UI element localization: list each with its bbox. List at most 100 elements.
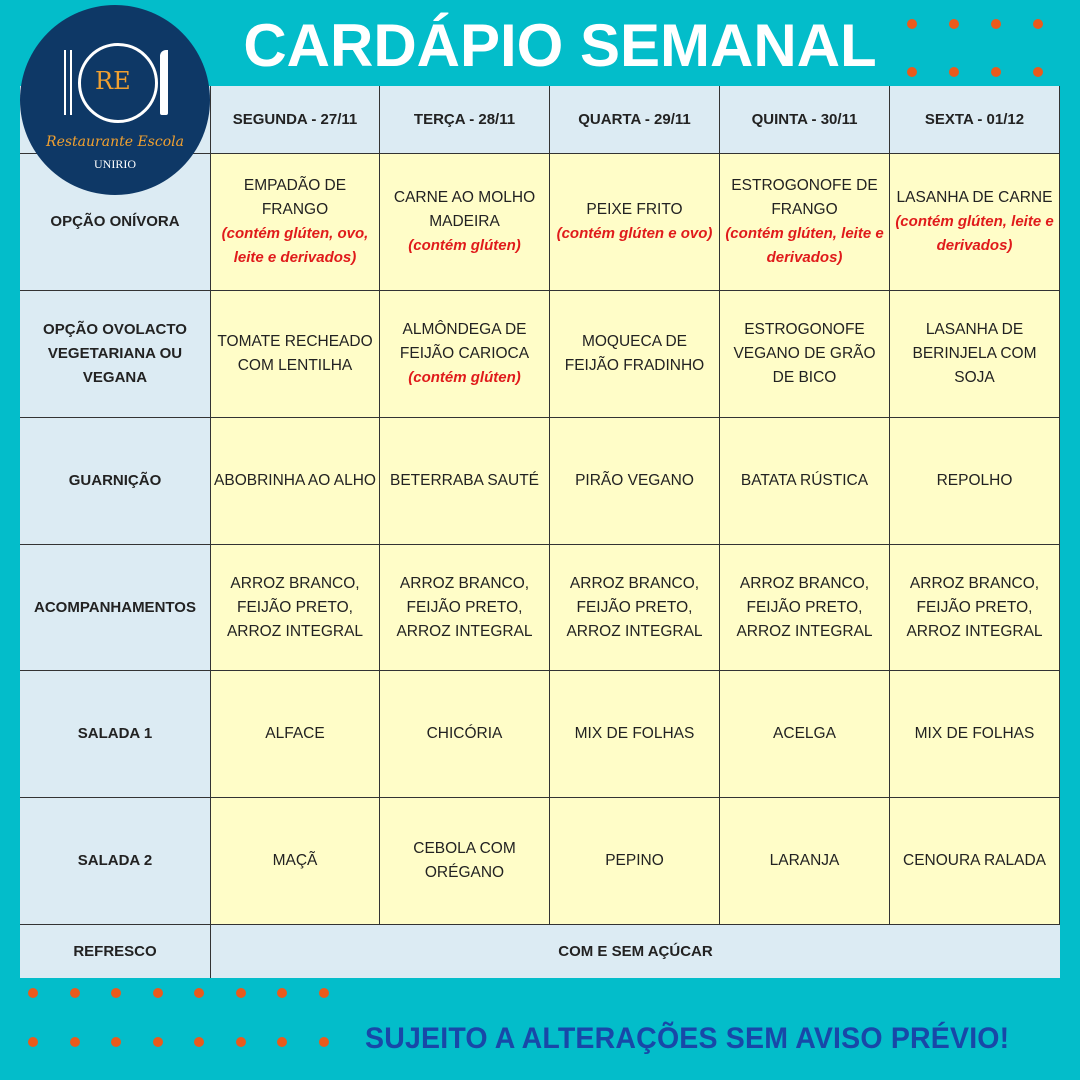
allergen-note: (contém glúten) xyxy=(408,369,521,386)
dish-name: MAÇÃ xyxy=(272,852,318,869)
day-header: TERÇA - 28/11 xyxy=(380,86,550,154)
menu-cell: LARANJA xyxy=(720,798,890,925)
menu-cell: ALMÔNDEGA DE FEIJÃO CARIOCA (contém glúte… xyxy=(380,291,550,418)
dish-name: ARROZ BRANCO, FEIJÃO PRETO, ARROZ INTEGR… xyxy=(906,574,1043,640)
dish-name: ESTROGONOFE DE FRANGO xyxy=(731,177,878,218)
menu-cell: ARROZ BRANCO, FEIJÃO PRETO, ARROZ INTEGR… xyxy=(380,545,550,671)
dot xyxy=(991,19,1001,29)
dot xyxy=(318,1037,329,1047)
dish-name: ABOBRINHA AO ALHO xyxy=(214,472,376,489)
menu-cell: PEPINO xyxy=(550,798,720,925)
dish-name: ALMÔNDEGA DE FEIJÃO CARIOCA xyxy=(399,321,530,362)
menu-cell: EMPADÃO DE FRANGO (contém glúten, ovo, le… xyxy=(211,154,380,291)
menu-cell: BETERRABA SAUTÉ xyxy=(380,418,550,545)
menu-cell: ALFACE xyxy=(211,671,380,798)
allergen-note: (contém glúten, leite e derivados) xyxy=(895,213,1054,254)
dot xyxy=(69,988,80,998)
logo-initials: RE xyxy=(95,67,131,95)
menu-cell: ACELGA xyxy=(720,671,890,798)
dish-name: BATATA RÚSTICA xyxy=(740,472,869,489)
menu-cell: CHICÓRIA xyxy=(380,671,550,798)
dot xyxy=(28,988,38,998)
dot xyxy=(1033,67,1043,77)
menu-cell: ARROZ BRANCO, FEIJÃO PRETO, ARROZ INTEGR… xyxy=(720,545,890,671)
page-title: CARDÁPIO SEMANAL xyxy=(243,12,877,79)
dot xyxy=(235,1037,246,1047)
dot xyxy=(277,988,287,998)
menu-cell: PIRÃO VEGANO xyxy=(550,418,720,545)
restaurant-logo: RE Restaurante Escola UNIRIO xyxy=(20,5,210,195)
day-header: SEXTA - 01/12 xyxy=(890,86,1060,154)
dot xyxy=(1033,19,1043,29)
dot xyxy=(111,988,121,998)
menu-cell: ABOBRINHA AO ALHO xyxy=(211,418,380,545)
dish-name: ACELGA xyxy=(773,725,836,742)
dish-name: ARROZ BRANCO, FEIJÃO PRETO, ARROZ INTEGR… xyxy=(396,574,533,640)
dot xyxy=(949,19,959,29)
dot xyxy=(28,1037,38,1047)
dish-name: MOQUECA DE FEIJÃO FRADINHO xyxy=(564,333,705,374)
dot xyxy=(152,1037,163,1047)
menu-cell: ARROZ BRANCO, FEIJÃO PRETO, ARROZ INTEGR… xyxy=(211,545,380,671)
menu-cell: CENOURA RALADA xyxy=(890,798,1060,925)
knife-icon xyxy=(160,50,168,115)
menu-cell: ESTROGONOFE DE FRANGO (contém glúten, lei… xyxy=(720,154,890,291)
dish-name: EMPADÃO DE FRANGO xyxy=(243,177,347,218)
day-header: SEGUNDA - 27/11 xyxy=(211,86,380,154)
dot xyxy=(152,988,163,998)
dot xyxy=(949,67,959,77)
dish-name: PIRÃO VEGANO xyxy=(575,472,694,489)
dot xyxy=(194,988,204,998)
dish-name: ARROZ BRANCO, FEIJÃO PRETO, ARROZ INTEGR… xyxy=(226,574,364,640)
menu-cell: MIX DE FOLHAS xyxy=(550,671,720,798)
menu-table: SEGUNDA - 27/11 TERÇA - 28/11 QUARTA - 29/… xyxy=(20,86,1060,978)
dish-name: ALFACE xyxy=(265,725,325,742)
dot xyxy=(907,19,917,29)
day-header: QUINTA - 30/11 xyxy=(720,86,890,154)
dish-name: ARROZ BRANCO, FEIJÃO PRETO, ARROZ INTEGR… xyxy=(566,574,703,640)
menu-cell: TOMATE RECHEADO COM LENTILHA xyxy=(211,291,380,418)
menu-cell: MIX DE FOLHAS xyxy=(890,671,1060,798)
row-label: GUARNIÇÃO xyxy=(20,418,211,545)
allergen-note: (contém glúten e ovo) xyxy=(556,225,713,242)
refresco-value: COM E SEM AÇÚCAR xyxy=(558,942,713,960)
dish-name: CARNE AO MOLHO MADEIRA xyxy=(393,189,536,230)
row-label: OPÇÃO OVOLACTO VEGETARIANA OU VEGANA xyxy=(20,291,211,418)
dish-name: LARANJA xyxy=(769,852,840,869)
dish-name: TOMATE RECHEADO COM LENTILHA xyxy=(217,333,373,374)
menu-cell: CEBOLA COM ORÉGANO xyxy=(380,798,550,925)
dot xyxy=(991,67,1001,77)
row-label: ACOMPANHAMENTOS xyxy=(20,545,211,671)
dish-name: LASANHA DE BERINJELA COM SOJA xyxy=(912,321,1037,386)
dish-name: PEIXE FRITO xyxy=(586,201,683,218)
allergen-note: (contém glúten, leite e derivados) xyxy=(725,225,884,266)
logo-name: Restaurante Escola xyxy=(46,134,184,150)
dot xyxy=(194,1037,204,1047)
menu-cell: ARROZ BRANCO, FEIJÃO PRETO, ARROZ INTEGR… xyxy=(890,545,1060,671)
dish-name: ESTROGONOFE VEGANO DE GRÃO DE BICO xyxy=(733,321,876,386)
dish-name: ARROZ BRANCO, FEIJÃO PRETO, ARROZ INTEGR… xyxy=(736,574,873,640)
menu-cell: MAÇÃ xyxy=(211,798,380,925)
menu-cell: ESTROGONOFE VEGANO DE GRÃO DE BICO xyxy=(720,291,890,418)
dish-name: CENOURA RALADA xyxy=(903,852,1046,869)
menu-cell: BATATA RÚSTICA xyxy=(720,418,890,545)
dish-name: CHICÓRIA xyxy=(426,725,503,742)
menu-cell: CARNE AO MOLHO MADEIRA (contém glúten) xyxy=(380,154,550,291)
menu-cell: LASANHA DE BERINJELA COM SOJA xyxy=(890,291,1060,418)
dot xyxy=(235,988,246,998)
row-label: REFRESCO xyxy=(20,925,211,978)
dot xyxy=(277,1037,287,1047)
dot xyxy=(907,67,917,77)
dot xyxy=(69,1037,80,1047)
menu-cell: LASANHA DE CARNE (contém glúten, leite e … xyxy=(890,154,1060,291)
dish-name: BETERRABA SAUTÉ xyxy=(389,472,539,489)
row-label: SALADA 1 xyxy=(20,671,211,798)
dish-name: PEPINO xyxy=(605,852,664,869)
logo-org: UNIRIO xyxy=(94,157,136,171)
disclaimer-footer: SUJEITO A ALTERAÇÕES SEM AVISO PRÉVIO! xyxy=(365,1022,1010,1055)
allergen-note: (contém glúten, ovo, leite e derivados) xyxy=(221,225,369,266)
dot xyxy=(111,1037,121,1047)
page-title-container: CARDÁPIO SEMANAL xyxy=(230,10,890,82)
row-label: SALADA 2 xyxy=(20,798,211,925)
dish-name: REPOLHO xyxy=(936,472,1013,489)
